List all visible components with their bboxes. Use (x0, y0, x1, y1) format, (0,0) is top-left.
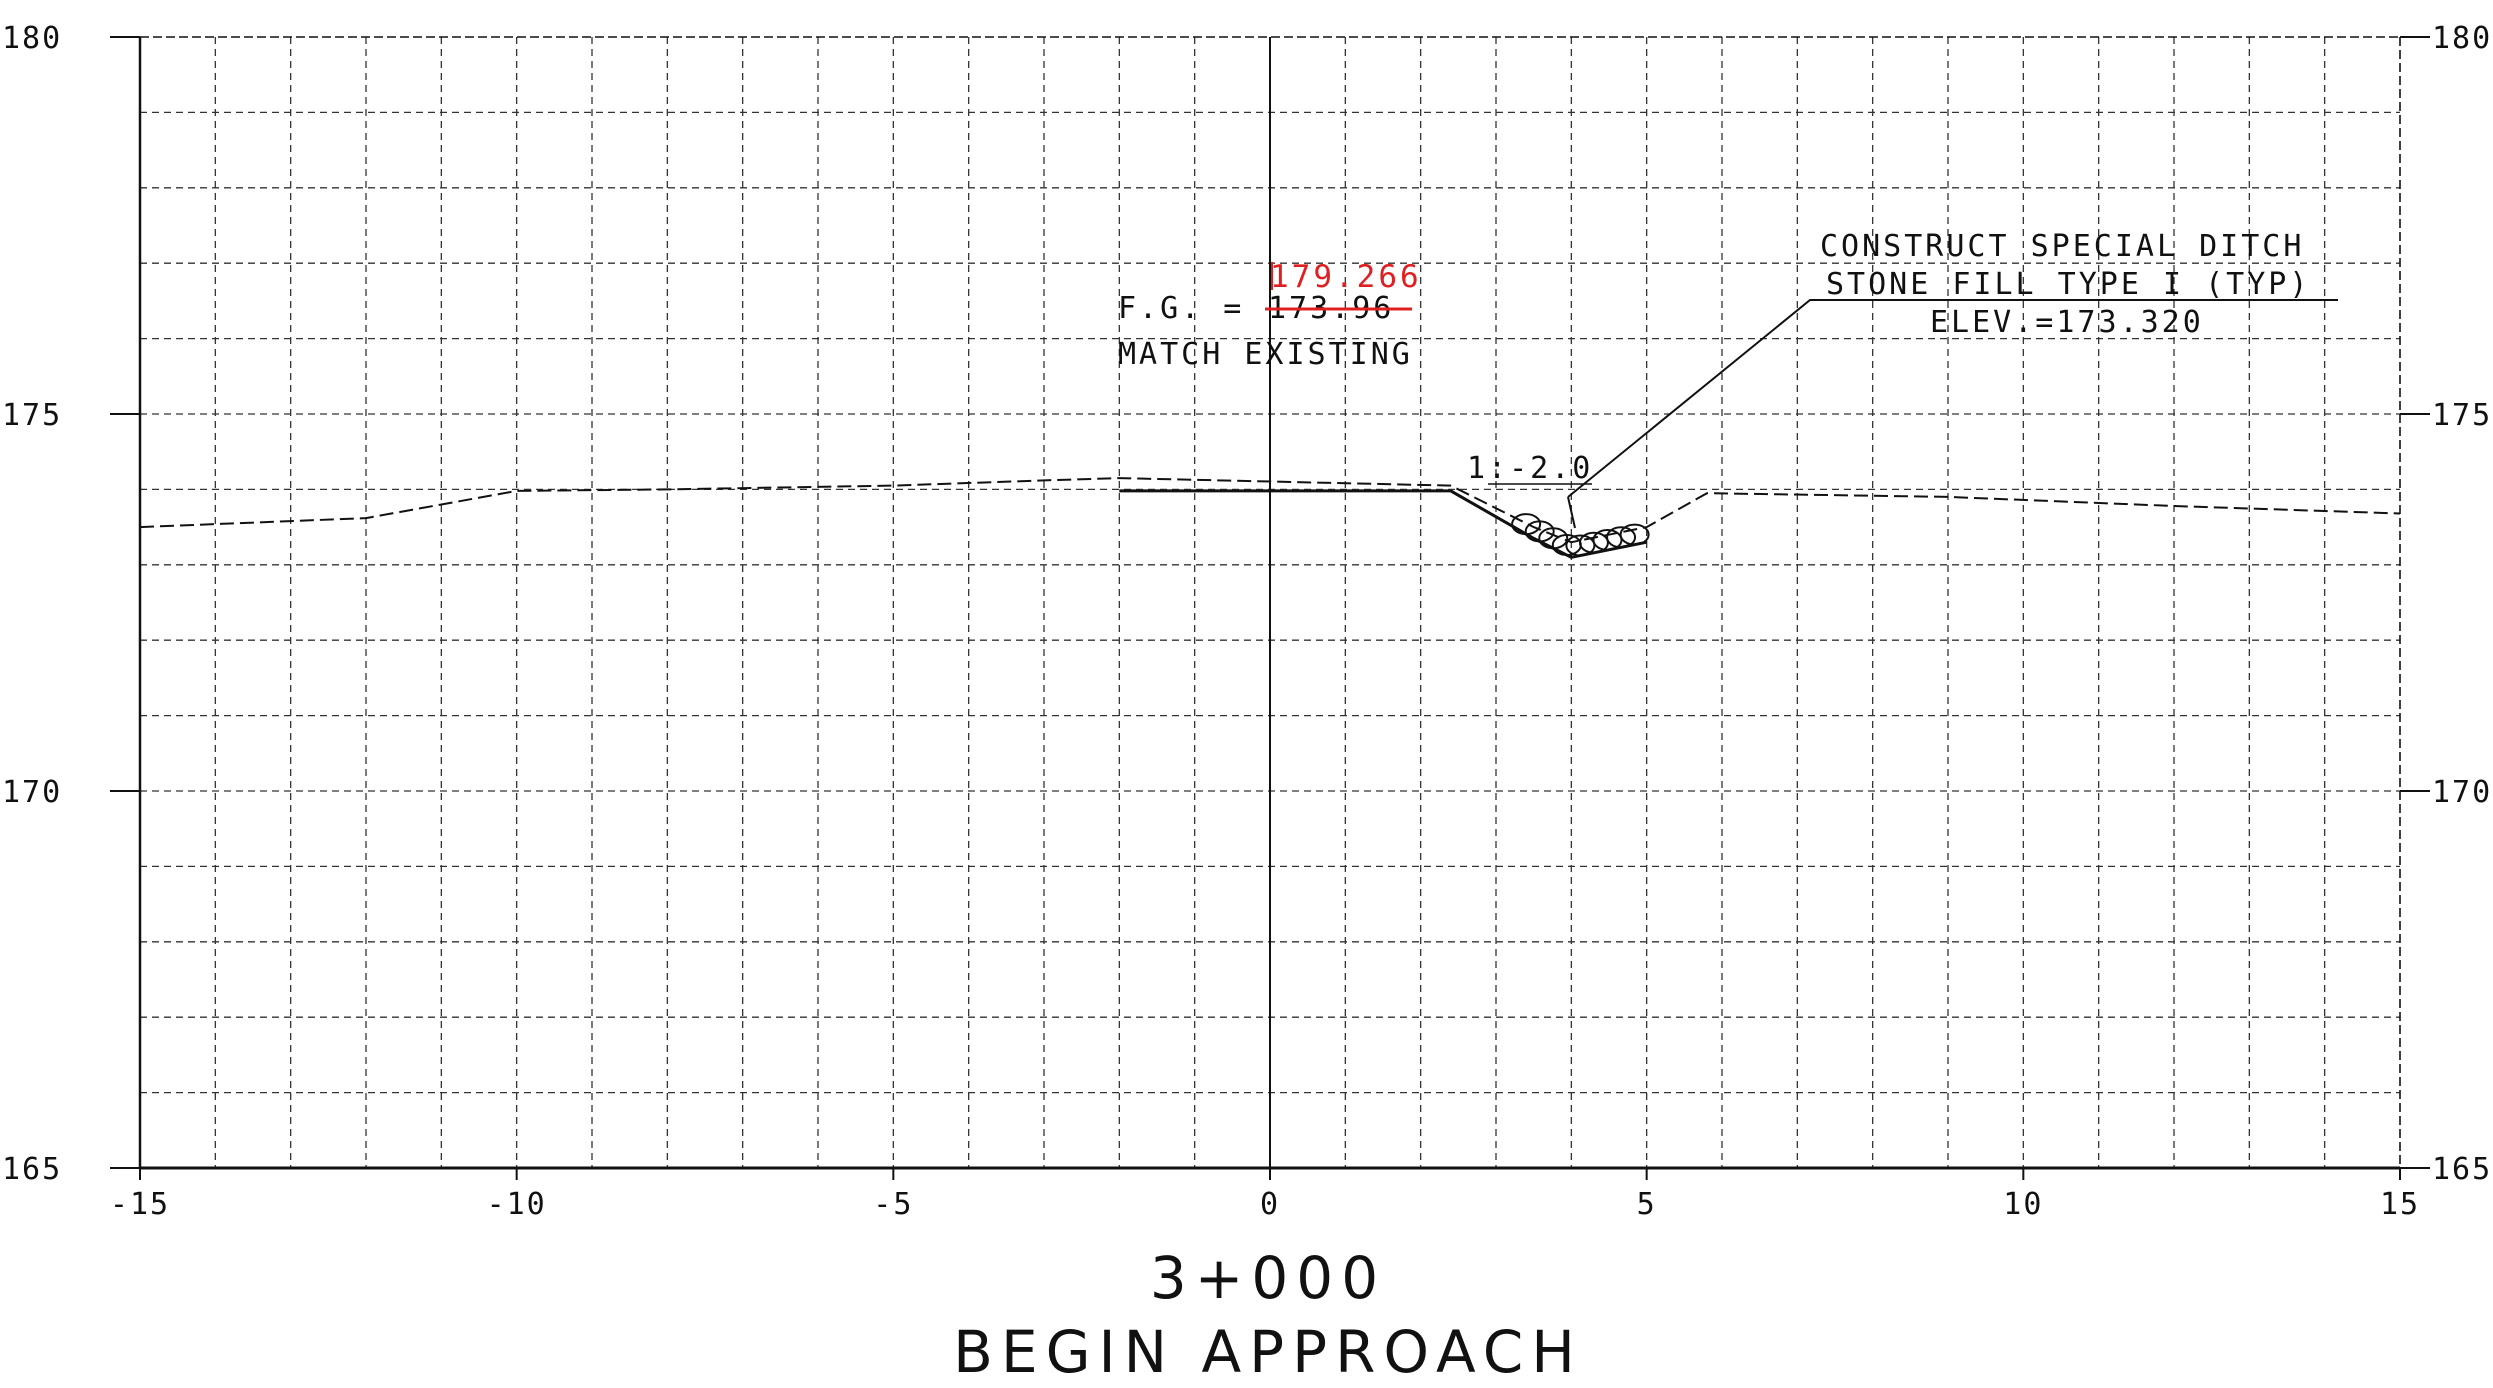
x-tick-label: -10 (487, 1187, 547, 1222)
y-tick-label-right: 175 (2432, 398, 2492, 433)
station-label: 3+000 (1150, 1244, 1386, 1312)
existing-ground-line (139, 477, 2401, 544)
ditch-note-line2: STONE FILL TYPE I (TYP) (1826, 267, 2310, 302)
y-tick-label-left: 175 (2, 398, 62, 433)
match-existing-note: MATCH EXISTING (1118, 337, 1413, 372)
ditch-note-line3: ELEV.=173.320 (1930, 305, 2204, 340)
stone-fill-symbol (1592, 529, 1623, 552)
stone-fill-symbol (1606, 526, 1637, 549)
y-tick-label-left: 170 (2, 775, 62, 810)
x-tick-label: -15 (110, 1187, 170, 1222)
x-tick-label: 0 (1260, 1187, 1280, 1222)
y-axis-ticks: 165 165 170 170 175 175 180 180 (2, 21, 2492, 1187)
x-tick-label: 10 (2003, 1187, 2043, 1222)
x-axis-ticks: -15 -10 -5 0 5 10 15 (110, 1168, 2420, 1222)
stone-fill-symbol (1619, 523, 1650, 546)
y-tick-label-right: 165 (2432, 1152, 2492, 1187)
x-tick-label: 5 (1637, 1187, 1657, 1222)
y-tick-label-right: 170 (2432, 775, 2492, 810)
ditch-note-line1: CONSTRUCT SPECIAL DITCH (1820, 229, 2304, 264)
ditch-note-leader (1567, 299, 2338, 498)
ditch-note-arrow (1567, 496, 1576, 529)
leader-lines (1488, 299, 2338, 529)
slope-label: 1:-2.0 (1467, 451, 1593, 486)
y-tick-label-right: 180 (2432, 21, 2492, 56)
stone-fill-symbols (1511, 513, 1650, 557)
x-tick-label: -5 (873, 1187, 913, 1222)
stone-fill-symbol (1565, 534, 1596, 557)
x-tick-label: 15 (2380, 1187, 2420, 1222)
fg-label: F.G. = (1118, 291, 1244, 326)
y-tick-label-left: 165 (2, 1152, 62, 1187)
section-title: BEGIN APPROACH (953, 1318, 1583, 1386)
stone-fill-symbol (1578, 531, 1609, 554)
fg-new-value: 179.266 (1270, 259, 1422, 295)
y-tick-label-left: 180 (2, 21, 62, 56)
